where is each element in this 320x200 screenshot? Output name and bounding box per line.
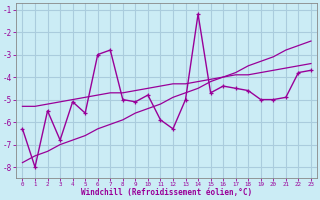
X-axis label: Windchill (Refroidissement éolien,°C): Windchill (Refroidissement éolien,°C): [81, 188, 252, 197]
